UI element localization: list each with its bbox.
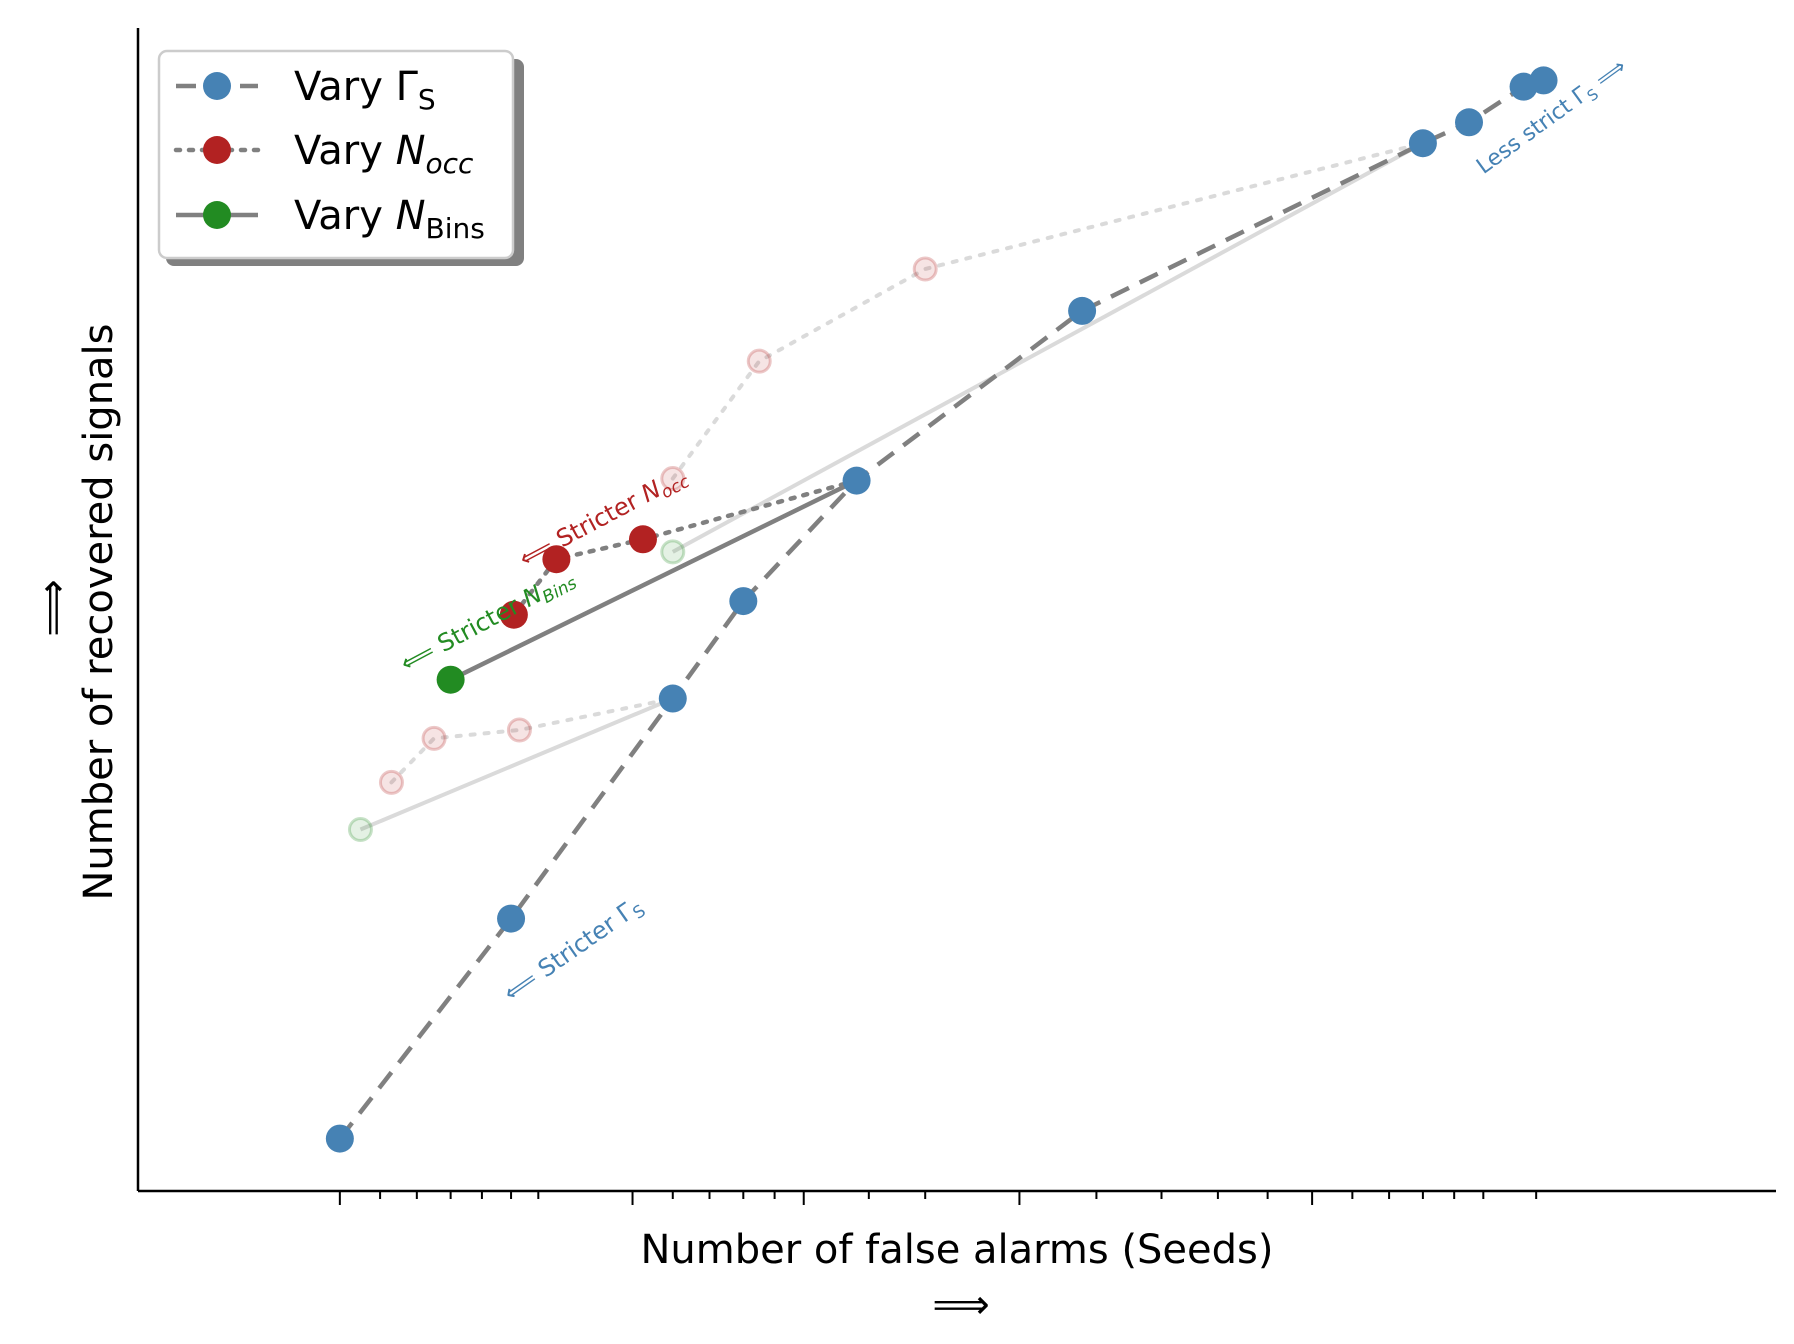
legend-marker — [203, 72, 231, 100]
data-point — [436, 665, 465, 694]
faded-point — [912, 256, 938, 282]
series-layer — [325, 66, 1558, 1153]
data-point — [658, 684, 687, 713]
legend-label: Vary NBins — [294, 193, 485, 245]
data-point — [542, 545, 571, 574]
data-point — [842, 466, 871, 495]
data-point — [628, 525, 657, 554]
legend-entries: Vary ΓS Vary Nocc Vary NBins — [173, 64, 485, 245]
faded-series-line — [670, 141, 1425, 481]
legend: Vary ΓS Vary Nocc Vary NBins — [157, 49, 524, 266]
faded-point — [347, 817, 373, 843]
legend-label: Vary ΓS — [294, 64, 436, 116]
legend-frame — [157, 49, 515, 260]
x-tick-marks — [338, 1191, 1538, 1205]
faded-point — [660, 466, 686, 492]
legend-marker — [203, 136, 231, 164]
legend-label: Vary Nocc — [294, 128, 474, 180]
data-point — [1529, 66, 1558, 95]
data-point — [729, 587, 758, 616]
data-point — [1455, 108, 1484, 137]
x-axis-label: Number of false alarms (Seeds) — [641, 1227, 1274, 1273]
faded-series-line — [671, 141, 1424, 554]
faded-point — [378, 769, 404, 795]
y-axis-arrow: ⟹ — [30, 579, 76, 636]
y-axis-label: Number of recovered signals — [76, 323, 122, 900]
data-point — [1408, 129, 1437, 158]
faded-point — [506, 717, 532, 743]
faded-point — [660, 539, 686, 565]
faded-series-layer — [347, 141, 1425, 843]
series-line — [338, 78, 1545, 1140]
faded-point — [421, 725, 447, 751]
data-point — [1068, 296, 1097, 325]
data-point — [499, 600, 528, 629]
faded-series-line — [389, 696, 675, 785]
faded-series-line — [359, 696, 674, 832]
x-axis-arrow: ⟹ — [932, 1282, 989, 1328]
data-point — [325, 1124, 354, 1153]
series-line — [449, 478, 858, 682]
faded-point — [746, 348, 772, 374]
legend-marker — [203, 201, 231, 229]
data-point — [497, 904, 526, 933]
